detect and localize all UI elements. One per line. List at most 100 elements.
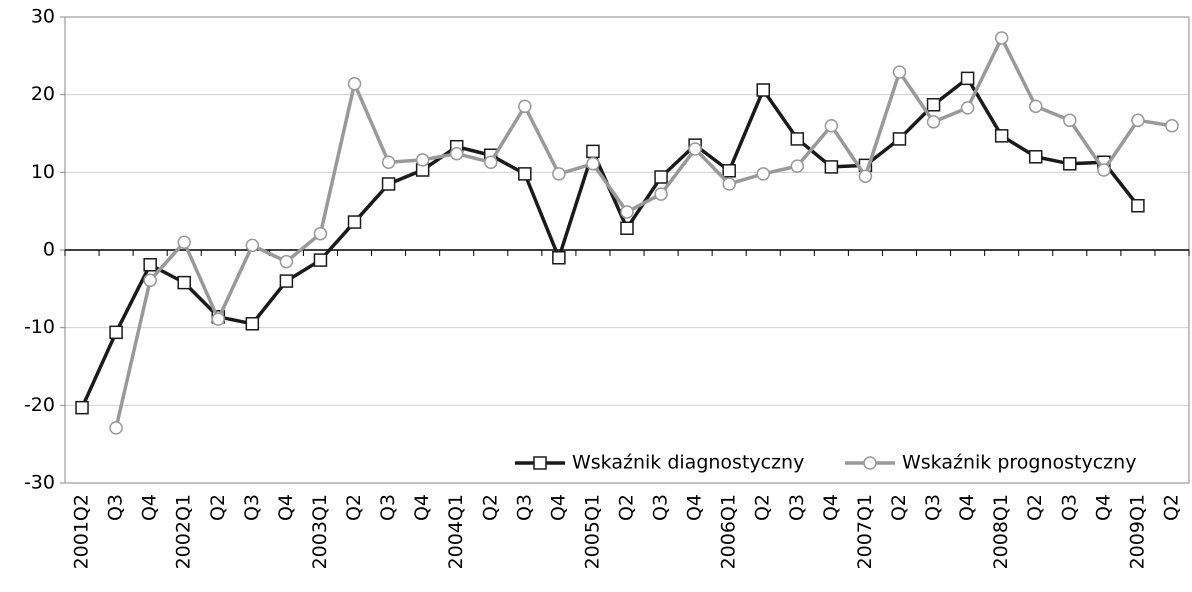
point-marker xyxy=(688,142,702,156)
x-tick-label: 2006Q1 xyxy=(718,494,740,569)
point-marker xyxy=(245,317,260,331)
point-marker xyxy=(960,101,975,115)
point-marker xyxy=(143,273,157,288)
point-marker xyxy=(552,251,566,265)
x-tick-label: 2003Q1 xyxy=(309,494,331,569)
point-marker xyxy=(994,129,1009,143)
point-marker xyxy=(381,177,396,191)
point-marker xyxy=(790,159,805,173)
x-tick-label: Q4 xyxy=(820,494,842,521)
point-marker xyxy=(756,83,770,97)
x-tick-label: 2007Q1 xyxy=(854,494,876,569)
y-tick-label: -30 xyxy=(24,472,55,494)
point-marker xyxy=(824,160,839,174)
point-marker xyxy=(824,118,839,133)
x-tick-label: Q4 xyxy=(139,494,161,521)
point-marker xyxy=(347,77,362,91)
x-tick-label: Q4 xyxy=(956,494,978,521)
y-tick-label: 30 xyxy=(31,6,55,28)
point-marker xyxy=(313,253,328,267)
legend-marker xyxy=(863,456,877,470)
point-marker xyxy=(1063,113,1077,128)
point-marker xyxy=(722,164,736,178)
x-tick-label: 2008Q1 xyxy=(990,494,1012,569)
point-marker xyxy=(858,169,873,183)
y-tick-label: 20 xyxy=(31,83,55,105)
point-marker xyxy=(177,275,191,290)
point-marker xyxy=(1097,163,1111,177)
point-marker xyxy=(586,157,600,171)
x-tick-label: Q2 xyxy=(479,494,501,521)
point-marker xyxy=(245,238,260,253)
x-tick-label: Q3 xyxy=(513,494,535,521)
x-tick-label: Q4 xyxy=(684,494,706,521)
point-marker xyxy=(1063,157,1077,171)
point-marker xyxy=(143,258,157,272)
point-marker xyxy=(620,221,634,236)
y-tick-label: -10 xyxy=(24,316,55,338)
point-marker xyxy=(415,153,430,167)
x-tick-label: Q4 xyxy=(275,494,297,521)
x-tick-label: Q4 xyxy=(411,494,433,521)
point-marker xyxy=(654,187,668,201)
legend-label: Wskaźnik prognostyczny xyxy=(902,452,1136,474)
x-tick-label: Q3 xyxy=(241,494,263,521)
point-marker xyxy=(211,312,226,326)
point-marker xyxy=(109,421,123,435)
x-tick-label: 2002Q1 xyxy=(173,494,195,569)
point-marker xyxy=(279,274,294,288)
x-tick-label: Q2 xyxy=(616,494,638,521)
point-marker xyxy=(756,167,770,181)
x-tick-label: Q3 xyxy=(650,494,672,521)
x-tick-label: Q2 xyxy=(888,494,910,521)
x-tick-label: Q2 xyxy=(207,494,229,521)
y-tick-label: 10 xyxy=(31,161,55,183)
point-marker xyxy=(449,146,464,161)
point-marker xyxy=(620,205,634,219)
y-tick-label: 0 xyxy=(43,239,55,261)
x-tick-label: 2001Q2 xyxy=(71,494,93,569)
legend-marker xyxy=(533,456,547,470)
point-marker xyxy=(518,167,532,181)
point-marker xyxy=(552,167,566,181)
y-tick-label: -20 xyxy=(24,394,55,416)
point-marker xyxy=(790,132,805,146)
x-tick-label: Q2 xyxy=(752,494,774,521)
point-marker xyxy=(484,155,498,169)
x-tick-label: Q3 xyxy=(786,494,808,521)
point-marker xyxy=(994,31,1009,45)
series-line xyxy=(80,76,1140,409)
x-tick-label: Q2 xyxy=(1024,494,1046,521)
point-marker xyxy=(1028,99,1043,114)
x-tick-label: 2009Q1 xyxy=(1126,494,1148,569)
legend: Wskaźnik diagnostyczny Wskaźnik prognosty… xyxy=(515,452,1136,474)
point-marker xyxy=(926,115,941,129)
point-marker xyxy=(279,254,294,269)
point-marker xyxy=(1165,118,1179,133)
point-marker xyxy=(177,235,191,249)
point-marker xyxy=(892,65,907,79)
x-tick-label: Q4 xyxy=(547,494,569,521)
x-tick-label: Q3 xyxy=(377,494,399,521)
point-marker xyxy=(926,98,941,112)
point-marker xyxy=(109,325,123,340)
point-marker xyxy=(892,132,907,146)
point-marker xyxy=(1028,150,1043,164)
point-marker xyxy=(722,177,736,191)
point-marker xyxy=(586,144,600,159)
x-tick-label: Q4 xyxy=(1092,494,1114,521)
x-tick-label: Q2 xyxy=(343,494,365,521)
x-tick-label: Q2 xyxy=(1160,494,1182,521)
legend-label: Wskaźnik diagnostyczny xyxy=(572,452,804,474)
x-tick-label: 2005Q1 xyxy=(581,494,603,569)
point-marker xyxy=(518,99,532,114)
series-line xyxy=(114,36,1173,429)
point-marker xyxy=(313,226,328,241)
x-tick-label: Q3 xyxy=(105,494,127,521)
point-marker xyxy=(960,71,975,86)
x-tick-label: 2004Q1 xyxy=(445,494,467,569)
point-marker xyxy=(654,170,668,184)
point-marker xyxy=(75,400,89,415)
point-marker xyxy=(1131,198,1145,213)
